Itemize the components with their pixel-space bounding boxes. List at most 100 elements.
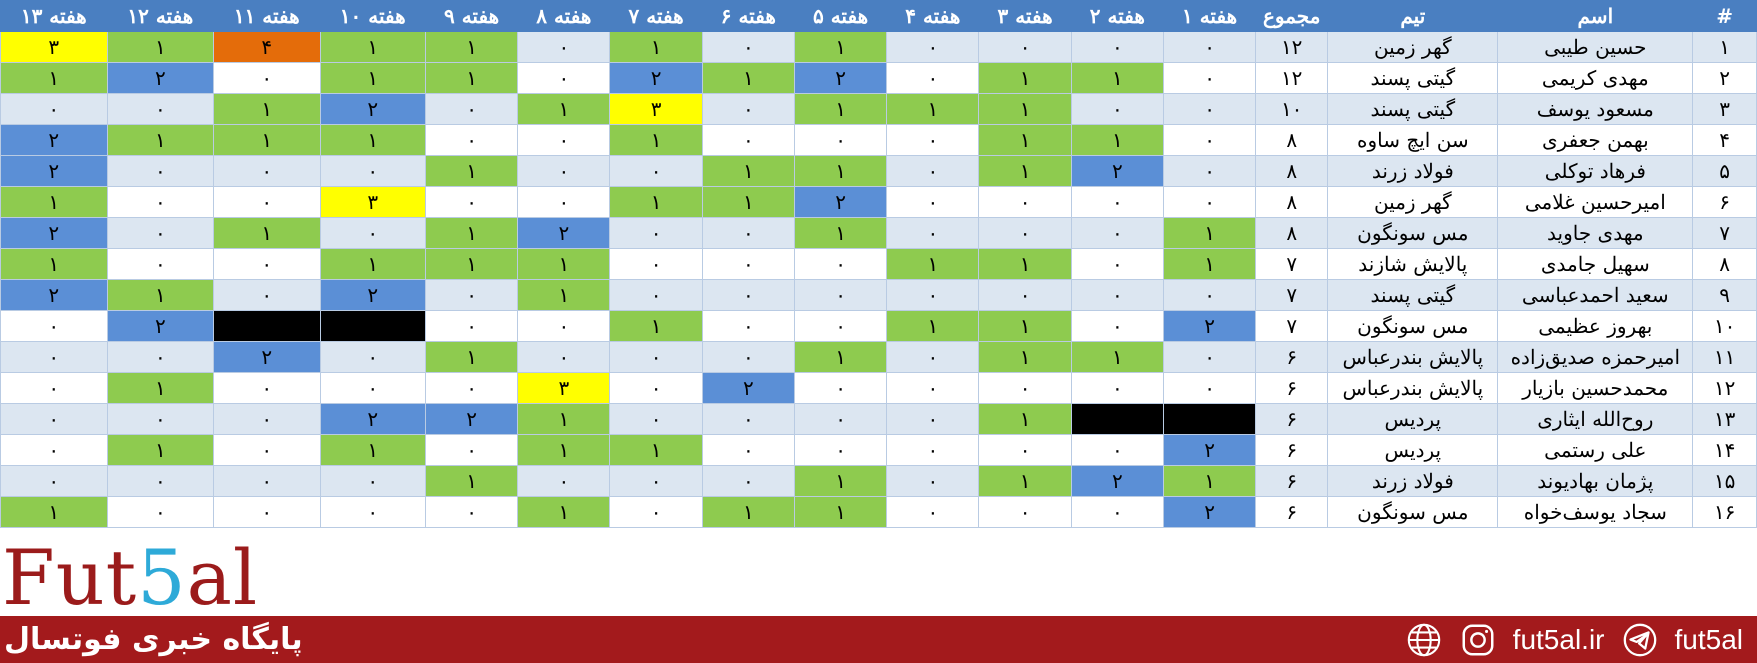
- table-row: ۱۵ پژمان بهادیوند فولاد زرند ۶ ۱ ۲ ۱ ۰ ۱ ۰ ۰ ۰ ۱ ۰ ۰ ۰ ۰: [0, 465, 1757, 497]
- week-cell: ۰: [609, 496, 703, 528]
- week-cell: ۱: [978, 62, 1072, 94]
- col-rank: #: [1692, 0, 1757, 32]
- week-cell: ۰: [213, 62, 321, 94]
- week-cell: ۰: [1070, 279, 1164, 311]
- col-team: تیم: [1327, 0, 1499, 32]
- telegram-icon[interactable]: [1621, 621, 1659, 659]
- week-cell: ۰: [886, 62, 980, 94]
- week-cell: ۱: [609, 310, 703, 342]
- week-cell: ۲: [793, 62, 888, 94]
- total-goals: ۶: [1255, 341, 1329, 373]
- telegram-handle[interactable]: fut5al: [1674, 623, 1744, 655]
- week-cell: ۰: [319, 465, 426, 497]
- week-cell: ۰: [793, 124, 888, 156]
- week-cell: ۰: [886, 31, 980, 63]
- week-cell: ۱: [106, 124, 215, 156]
- week-cell: ۱: [978, 124, 1072, 156]
- week-cell: ۱: [424, 341, 519, 373]
- week-cell: ۰: [793, 279, 888, 311]
- week-cell: ۰: [319, 496, 426, 528]
- site-link[interactable]: fut5al.ir: [1512, 623, 1605, 655]
- week-cell: ۰: [424, 310, 519, 342]
- week-cell: ۲: [319, 403, 426, 435]
- table-row: ۱۴ علی رستمی پردیس ۶ ۲ ۰ ۰ ۰ ۰ ۰ ۱ ۱ ۰ ۱ ۰ ۱ ۰: [0, 434, 1757, 466]
- week-cell: ۱: [886, 248, 980, 280]
- week-cell: ۰: [886, 496, 980, 528]
- team-name: گهر زمین: [1327, 31, 1499, 63]
- week-cell: ۰: [106, 248, 215, 280]
- rank-cell: ۳: [1692, 93, 1757, 125]
- week-cell: ۱: [0, 248, 108, 280]
- week-cell: ۱: [609, 434, 703, 466]
- week-cell: ۰: [1162, 155, 1257, 187]
- week-cell: ۰: [213, 434, 321, 466]
- table-row: ۶ امیرحسین غلامی گهر زمین ۸ ۰ ۰ ۰ ۰ ۲ ۱ ۱ ۰ ۰ ۳ ۰ ۰ ۱: [0, 186, 1757, 218]
- week-cell: ۰: [701, 217, 795, 249]
- team-name: گیتی پسند: [1327, 93, 1499, 125]
- week-cell: ۱: [319, 248, 426, 280]
- week-cell: ۰: [609, 403, 703, 435]
- week-cell: ۱: [609, 124, 703, 156]
- player-name: مهدی کریمی: [1497, 62, 1694, 94]
- player-name: سهیل جامدی: [1497, 248, 1694, 280]
- week-cell: ۰: [319, 155, 426, 187]
- week-cell: ۱: [1162, 217, 1257, 249]
- table-row: ۷ مهدی جاوید مس سونگون ۸ ۱ ۰ ۰ ۰ ۱ ۰ ۰ ۲ ۱ ۰ ۱ ۰ ۲: [0, 217, 1757, 249]
- week-cell: ۱: [701, 496, 795, 528]
- week-cell: ۱: [978, 341, 1072, 373]
- col-week-5: هفته ۵: [793, 0, 888, 32]
- total-goals: ۸: [1255, 124, 1329, 156]
- tagline: پایگاه خبری فوتسال: [4, 622, 303, 657]
- week-cell: ۰: [701, 31, 795, 63]
- rank-cell: ۵: [1692, 155, 1757, 187]
- player-name: روح‌الله ایثاری: [1497, 403, 1694, 435]
- week-cell: ۰: [886, 341, 980, 373]
- week-cell: ۰: [213, 248, 321, 280]
- instagram-icon[interactable]: [1459, 621, 1497, 659]
- week-cell: ۰: [1070, 372, 1164, 404]
- week-cell: ۱: [1070, 341, 1164, 373]
- week-cell: ۰: [213, 496, 321, 528]
- week-cell: ۲: [1162, 310, 1257, 342]
- week-cell: ۰: [1070, 93, 1164, 125]
- week-cell: ۰: [978, 279, 1072, 311]
- week-cell: ۱: [106, 279, 215, 311]
- week-cell: ۱: [213, 124, 321, 156]
- col-week-10: هفته ۱۰: [319, 0, 426, 32]
- col-week-6: هفته ۶: [701, 0, 795, 32]
- col-week-13: هفته ۱۳: [0, 0, 108, 32]
- week-cell: ۰: [609, 155, 703, 187]
- total-goals: ۶: [1255, 403, 1329, 435]
- week-cell: ۱: [793, 465, 888, 497]
- week-cell: ۰: [793, 248, 888, 280]
- table-row: ۲ مهدی کریمی گیتی پسند ۱۲ ۰ ۱ ۱ ۰ ۲ ۱ ۲ ۰ ۱ ۱ ۰ ۲ ۱: [0, 62, 1757, 94]
- fut5al-logo: Fut5al: [2, 538, 258, 618]
- scorers-table: # اسم تیم مجموع هفته ۱ هفته ۲ هفته ۳ هفت…: [0, 0, 1757, 528]
- week-cell: ۰: [609, 372, 703, 404]
- player-name: بهروز عظیمی: [1497, 310, 1694, 342]
- week-cell: ۰: [701, 124, 795, 156]
- week-cell: ۰: [886, 186, 980, 218]
- col-week-7: هفته ۷: [609, 0, 703, 32]
- week-cell: ۰: [1162, 372, 1257, 404]
- week-cell: ۰: [106, 496, 215, 528]
- week-cell: ۰: [793, 372, 888, 404]
- week-cell: ۲: [0, 124, 108, 156]
- week-cell: ۰: [701, 279, 795, 311]
- globe-icon[interactable]: [1405, 621, 1443, 659]
- week-cell: ۰: [517, 465, 611, 497]
- week-cell: ۰: [517, 186, 611, 218]
- week-cell: ۱: [978, 403, 1072, 435]
- week-cell: ۱: [517, 403, 611, 435]
- week-cell: [1162, 403, 1257, 435]
- week-cell: ۰: [1162, 279, 1257, 311]
- week-cell: ۰: [213, 155, 321, 187]
- week-cell: ۰: [319, 217, 426, 249]
- team-name: پالایش بندرعباس: [1327, 341, 1499, 373]
- week-cell: ۱: [793, 341, 888, 373]
- table-row: ۱۲ محمدحسین بازیار پالایش بندرعباس ۶ ۰ ۰ ۰ ۰ ۰ ۲ ۰…: [0, 372, 1757, 404]
- team-name: پالایش شازند: [1327, 248, 1499, 280]
- total-goals: ۸: [1255, 217, 1329, 249]
- week-cell: ۲: [1162, 496, 1257, 528]
- week-cell: ۱: [793, 31, 888, 63]
